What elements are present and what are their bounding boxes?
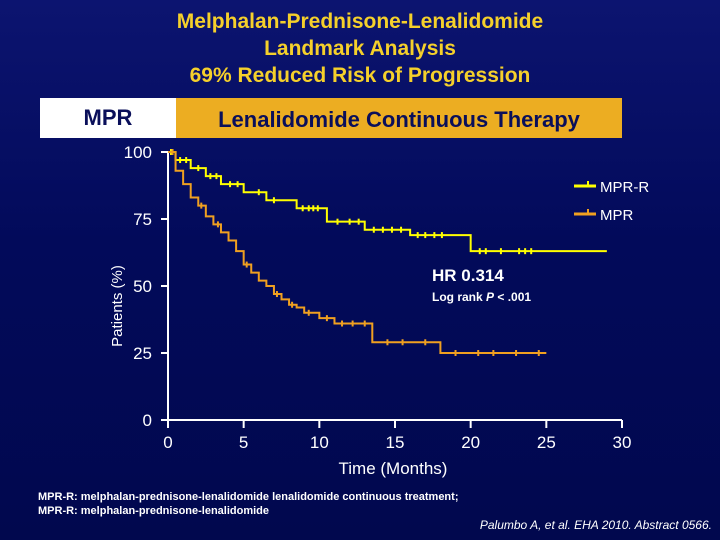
band-continuous-therapy-label: Lenalidomide Continuous Therapy	[176, 98, 622, 138]
x-tick-label: 0	[163, 433, 172, 452]
series-line-mpr-r	[168, 151, 607, 253]
title-line-3: 69% Reduced Risk of Progression	[189, 64, 531, 87]
y-tick-label: 0	[143, 411, 152, 430]
treatment-phase-band: MPR Lenalidomide Continuous Therapy	[40, 98, 622, 138]
log-rank-label: Log rank P < .001	[432, 290, 531, 304]
title-line-1: Melphalan-Prednisone-Lenalidomide	[176, 10, 544, 33]
y-tick-label: 50	[133, 277, 152, 296]
y-tick-label: 75	[133, 210, 152, 229]
citation: Palumbo A, et al. EHA 2010. Abstract 056…	[479, 518, 712, 532]
y-tick-label: 25	[133, 344, 152, 363]
x-tick-label: 5	[239, 433, 248, 452]
x-tick-label: 20	[461, 433, 480, 452]
x-tick-label: 10	[310, 433, 329, 452]
y-axis-label: Patients (%)	[109, 265, 126, 347]
x-tick-label: 25	[537, 433, 556, 452]
x-axis-label: Time (Months)	[339, 459, 448, 478]
x-tick-label: 15	[386, 433, 405, 452]
band-mpr-label: MPR	[40, 98, 176, 138]
slide-title: Melphalan-Prednisone-Lenalidomide Landma…	[0, 8, 720, 89]
series-line-mpr	[168, 151, 547, 354]
legend-label: MPR-R	[600, 179, 649, 196]
title-line-2: Landmark Analysis	[264, 37, 456, 60]
hazard-ratio-label: HR 0.314	[432, 266, 504, 285]
footnote-line-1: MPR-R: melphalan-prednisone-lenalidomide…	[38, 491, 459, 503]
y-tick-label: 100	[124, 143, 152, 162]
footnote: MPR-R: melphalan-prednisone-lenalidomide…	[38, 490, 458, 518]
x-tick-label: 30	[613, 433, 632, 452]
footnote-line-2: MPR-R: melphalan-prednisone-lenalidomide	[38, 505, 270, 517]
legend-label: MPR	[600, 207, 634, 224]
